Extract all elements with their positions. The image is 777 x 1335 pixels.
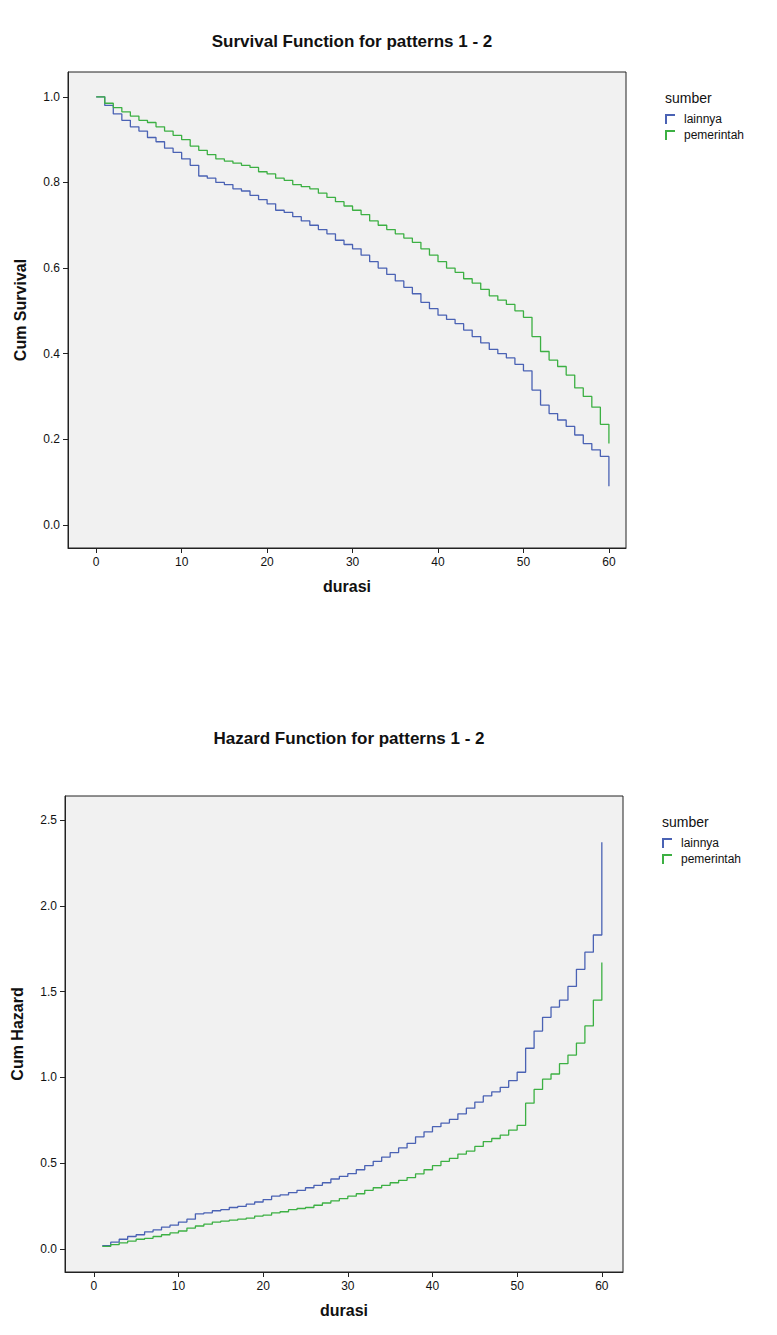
svg-text:0.0: 0.0 — [40, 1242, 57, 1256]
svg-text:durasi: durasi — [320, 1302, 368, 1319]
svg-text:1.0: 1.0 — [43, 90, 60, 104]
svg-text:50: 50 — [517, 555, 531, 569]
svg-text:0.4: 0.4 — [43, 347, 60, 361]
svg-text:0.8: 0.8 — [43, 175, 60, 189]
svg-text:0.5: 0.5 — [40, 1156, 57, 1170]
svg-text:1.0: 1.0 — [40, 1070, 57, 1084]
svg-text:40: 40 — [431, 555, 445, 569]
svg-text:2.5: 2.5 — [40, 813, 57, 827]
svg-text:30: 30 — [341, 1279, 355, 1293]
svg-text:0.2: 0.2 — [43, 432, 60, 446]
svg-text:0.6: 0.6 — [43, 261, 60, 275]
svg-text:0.0: 0.0 — [43, 518, 60, 532]
svg-text:pemerintah: pemerintah — [684, 128, 744, 142]
svg-text:lainnya: lainnya — [684, 112, 722, 126]
svg-text:60: 60 — [602, 555, 616, 569]
svg-text:1.5: 1.5 — [40, 985, 57, 999]
svg-text:0: 0 — [93, 555, 100, 569]
svg-text:lainnya: lainnya — [681, 836, 719, 850]
svg-text:60: 60 — [595, 1279, 609, 1293]
svg-text:20: 20 — [256, 1279, 270, 1293]
svg-text:Hazard Function for patterns 1: Hazard Function for patterns 1 - 2 — [213, 729, 484, 748]
svg-text:Cum Survival: Cum Survival — [12, 259, 29, 361]
svg-text:0: 0 — [90, 1279, 97, 1293]
svg-text:Cum Hazard: Cum Hazard — [9, 987, 26, 1080]
svg-text:10: 10 — [172, 1279, 186, 1293]
svg-text:Survival Function for patterns: Survival Function for patterns 1 - 2 — [212, 32, 493, 51]
svg-text:durasi: durasi — [323, 578, 371, 595]
svg-text:2.0: 2.0 — [40, 899, 57, 913]
svg-text:sumber: sumber — [662, 814, 709, 830]
svg-text:10: 10 — [175, 555, 189, 569]
svg-text:30: 30 — [346, 555, 360, 569]
svg-text:40: 40 — [426, 1279, 440, 1293]
svg-text:pemerintah: pemerintah — [681, 852, 741, 866]
svg-text:sumber: sumber — [665, 90, 712, 106]
svg-text:50: 50 — [510, 1279, 524, 1293]
svg-text:20: 20 — [260, 555, 274, 569]
